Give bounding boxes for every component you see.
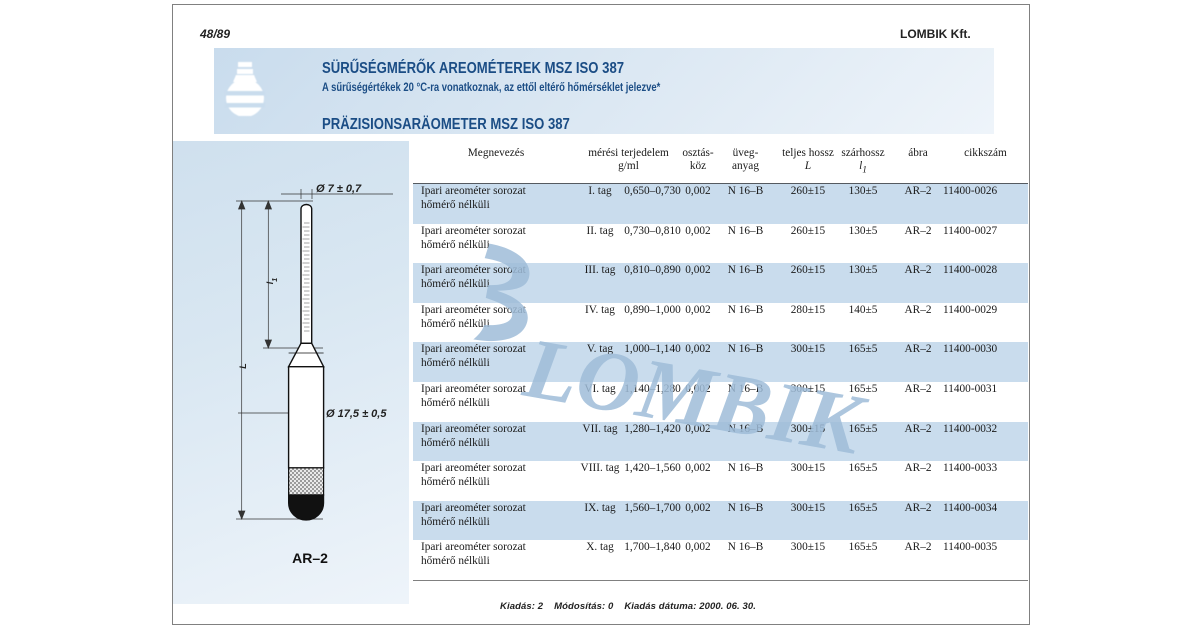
svg-text:Ø 17,5 ± 0,5: Ø 17,5 ± 0,5 bbox=[326, 408, 387, 420]
svg-text:Ø 7 ± 0,7: Ø 7 ± 0,7 bbox=[316, 183, 362, 195]
svg-text:L: L bbox=[238, 363, 248, 369]
svg-text:AR–2: AR–2 bbox=[292, 550, 328, 566]
svg-text:l1: l1 bbox=[265, 278, 279, 285]
